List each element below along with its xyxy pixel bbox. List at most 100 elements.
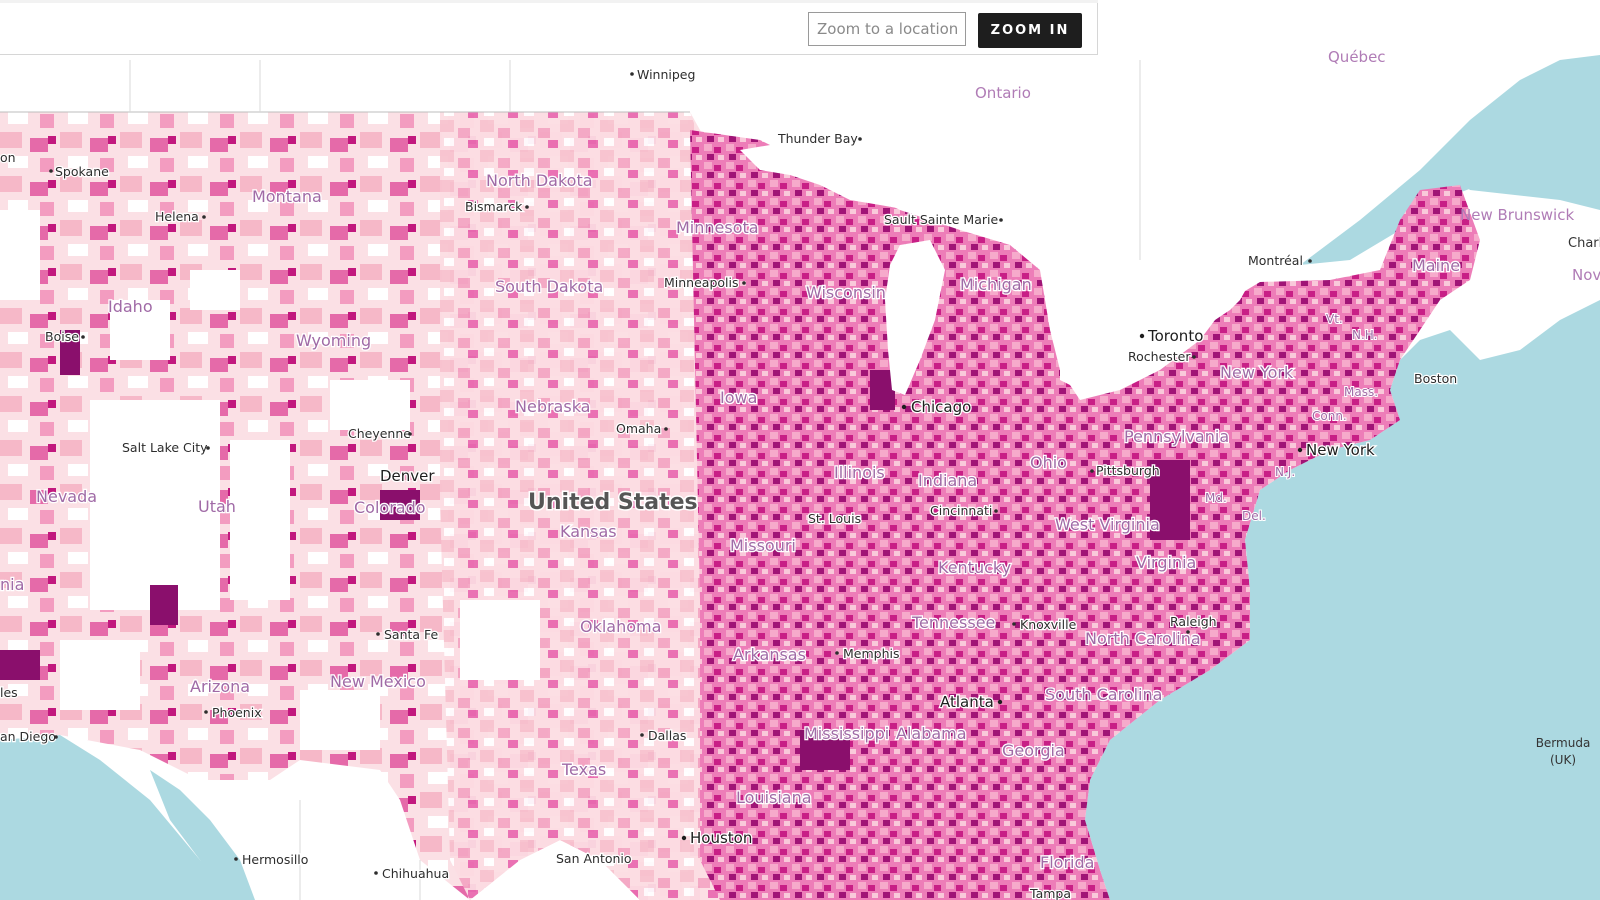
label-ontario: Ontario [975,84,1031,102]
label-california-cut: nia [0,575,24,594]
label-montreal: Montréal [1248,253,1303,268]
label-united-states: United States [528,490,698,515]
label-arkansas: Arkansas [733,645,806,664]
label-thunder-bay: Thunder Bay [777,131,858,146]
label-toronto: Toronto [1147,327,1203,345]
label-utah: Utah [198,497,236,516]
label-pennsylvania: Pennsylvania [1124,427,1229,446]
sparse-areas [0,210,540,750]
label-colorado: Colorado [354,498,426,517]
label-nebraska: Nebraska [515,397,590,416]
label-pittsburgh: Pittsburgh [1096,463,1160,478]
location-search-input[interactable] [808,12,966,46]
label-los-angeles-cut: les [0,685,18,700]
label-arizona: Arizona [190,677,250,696]
label-tennessee: Tennessee [911,613,995,632]
label-idaho: Idaho [108,297,153,316]
label-cincinnati: Cincinnati [930,503,992,518]
label-connecticut: Conn. [1312,409,1347,423]
lake-superior [740,140,1000,225]
label-bermuda-uk: (UK) [1550,753,1576,767]
label-knoxville: Knoxville [1020,617,1077,632]
label-nevada: Nevada [36,487,97,506]
label-louisiana: Louisiana [736,788,812,807]
us-plains-choropleth [440,112,720,900]
label-michigan: Michigan [960,275,1032,294]
label-minneapolis: Minneapolis [664,275,739,290]
label-atlanta: Atlanta [940,693,994,711]
label-chihuahua: Chihuahua [382,866,449,881]
faint-borders [129,60,1141,900]
label-houston: Houston [690,829,752,847]
label-north-carolina: North Carolina [1085,629,1201,648]
label-indiana: Indiana [918,471,977,490]
label-dallas: Dallas [648,728,686,743]
label-raleigh: Raleigh [1170,614,1217,629]
label-helena: Helena [155,209,199,224]
label-bermuda: Bermuda [1536,736,1591,750]
label-iowa: Iowa [720,388,757,407]
label-san-diego-cut: an Diego [0,729,56,744]
label-phoenix: Phoenix [212,705,262,720]
label-kentucky: Kentucky [938,558,1011,577]
label-mississippi: Mississippi [804,724,889,743]
label-salt-lake-city: Salt Lake City [122,440,208,455]
label-memphis: Memphis [843,646,900,661]
label-florida: Florida [1040,853,1094,872]
label-ohio: Ohio [1030,453,1067,472]
label-rochester: Rochester [1128,349,1191,364]
label-new-brunswick: New Brunswick [1460,206,1574,224]
label-delaware: Del. [1242,509,1266,523]
label-alabama: Alabama [896,724,967,743]
label-bismarck: Bismarck [465,199,523,214]
label-north-dakota: North Dakota [486,171,593,190]
label-georgia: Georgia [1002,741,1065,760]
label-quebec: Québec [1328,48,1386,66]
label-south-dakota: South Dakota [495,277,603,296]
pacific-ocean [0,735,240,900]
dense-areas [0,330,1190,770]
label-winnipeg: Winnipeg [637,67,695,82]
lake-huron-erie-ontario [990,250,1250,395]
label-santa-fe: Santa Fe [384,627,439,642]
label-tampa: Tampa [1029,886,1071,900]
label-south-carolina: South Carolina [1045,685,1162,704]
label-wisconsin: Wisconsin [806,283,886,302]
zoom-in-button[interactable]: ZOOM IN [978,13,1082,48]
label-boston: Boston [1414,371,1457,386]
label-illinois: Illinois [834,463,885,482]
label-omaha: Omaha [616,421,661,436]
label-oregon-cut: on [0,150,16,165]
label-maine: Maine [1412,256,1460,275]
label-virginia: Virginia [1136,553,1196,572]
label-sault-sainte-marie: Sault Sainte Marie [884,212,998,227]
label-wyoming: Wyoming [296,331,371,350]
label-st-louis: St. Louis [808,511,861,526]
label-new-york: New York [1220,363,1294,382]
label-new-hampshire: N.H. [1352,328,1377,342]
lake-michigan [885,240,945,395]
label-new-jersey: N.J. [1275,465,1295,479]
label-kansas: Kansas [560,522,617,541]
label-massachusetts: Mass. [1344,385,1378,399]
label-boise: Boise [45,329,79,344]
st-lawrence-river [1300,55,1600,265]
label-new-mexico: New Mexico [330,672,426,691]
label-west-virginia: West Virginia [1055,515,1160,534]
label-new-york-city: New York [1306,441,1375,459]
toolbar-top-strip [0,0,1098,3]
label-nova: Nov [1572,266,1600,284]
label-charlo: Charlo [1568,236,1600,251]
label-montana: Montana [252,187,322,206]
label-cheyenne: Cheyenne [348,426,411,441]
label-chicago: Chicago [911,398,971,416]
label-denver: Denver [380,467,435,485]
label-spokane: Spokane [55,164,109,179]
gulf-of-california [150,770,255,900]
map-toolbar: ZOOM IN [0,0,1098,55]
label-missouri: Missouri [730,536,796,555]
label-texas: Texas [561,760,606,779]
label-vermont: Vt. [1326,312,1343,326]
